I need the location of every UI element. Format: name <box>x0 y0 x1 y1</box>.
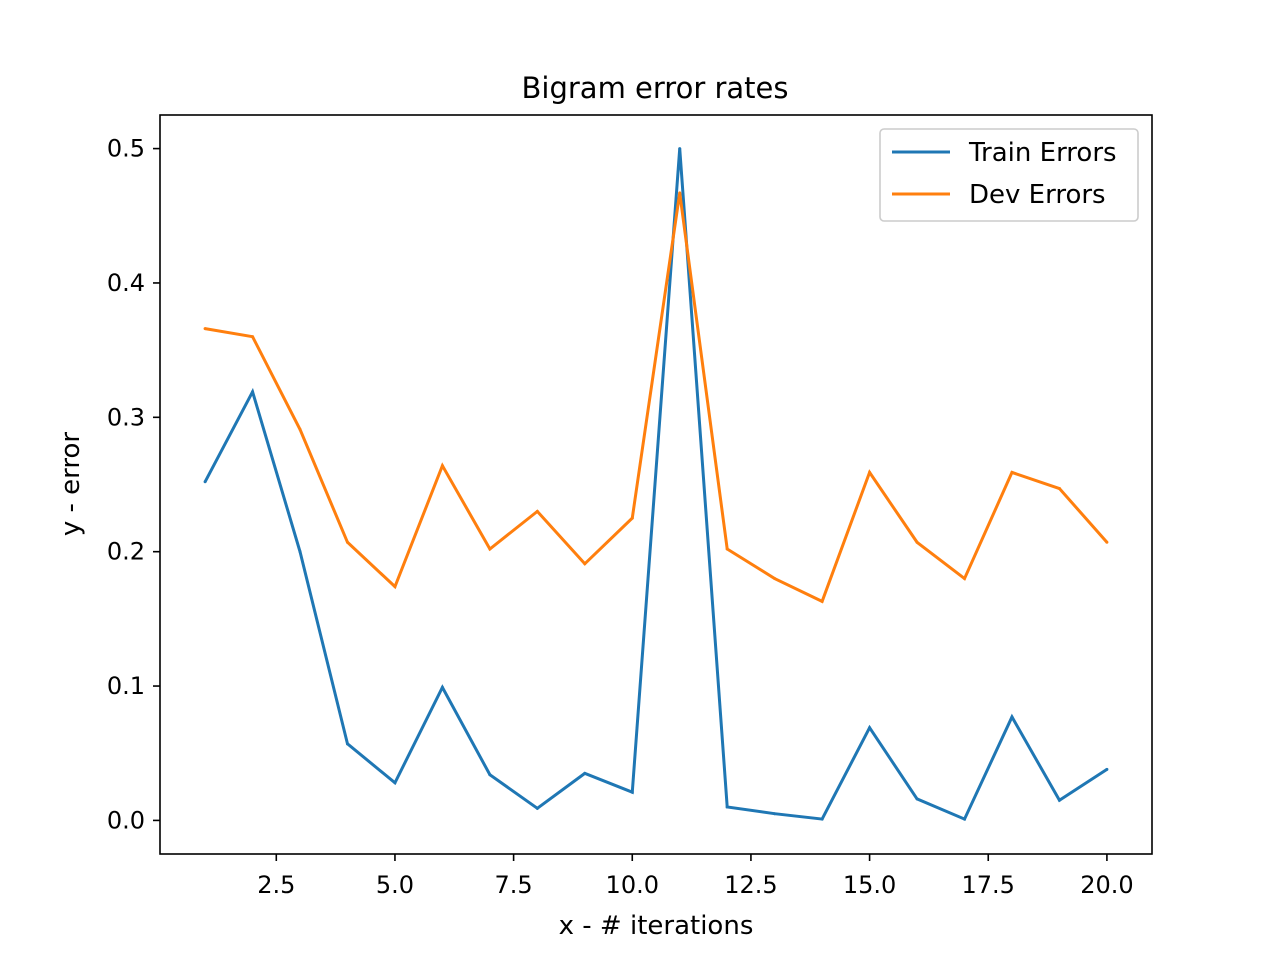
data-point-train-errors-9 <box>583 771 587 775</box>
series-line-train-errors <box>203 148 1108 822</box>
chart-title: Bigram error rates <box>522 71 789 105</box>
data-point-dev-errors-1 <box>203 327 207 331</box>
data-point-train-errors-20 <box>1105 767 1109 771</box>
y-tick-label: 0.3 <box>107 403 145 431</box>
data-point-dev-errors-4 <box>345 540 349 544</box>
data-point-train-errors-15 <box>868 726 872 730</box>
data-point-dev-errors-7 <box>488 547 492 551</box>
y-tick-label: 0.2 <box>107 538 145 566</box>
y-tick-label: 0.4 <box>107 269 145 297</box>
data-point-train-errors-13 <box>773 812 777 816</box>
x-tick-label: 5.0 <box>376 871 414 899</box>
data-point-dev-errors-10 <box>630 516 634 520</box>
data-point-train-errors-4 <box>345 742 349 746</box>
data-point-train-errors-7 <box>488 773 492 777</box>
x-tick-label: 7.5 <box>495 871 533 899</box>
data-point-train-errors-2 <box>251 390 255 394</box>
x-tick-label: 17.5 <box>962 871 1015 899</box>
data-point-dev-errors-12 <box>725 547 729 551</box>
x-tick-label: 10.0 <box>606 871 659 899</box>
series-layer <box>203 147 1109 822</box>
legend-label-dev-errors: Dev Errors <box>969 180 1106 210</box>
data-point-train-errors-3 <box>298 550 302 554</box>
data-point-train-errors-8 <box>535 806 539 810</box>
y-axis-ticks: 0.0 0.1 0.2 0.3 0.4 0.5 <box>107 135 160 834</box>
series-line-dev-errors <box>204 192 1109 604</box>
y-tick-label: 0.5 <box>107 135 145 163</box>
data-point-train-errors-10 <box>630 790 634 794</box>
data-point-dev-errors-2 <box>251 335 255 339</box>
x-tick-label: 2.5 <box>257 871 295 899</box>
legend: Train Errors Dev Errors <box>879 128 1139 222</box>
data-point-dev-errors-9 <box>583 562 587 566</box>
y-tick-label: 0.0 <box>107 806 145 834</box>
x-tick-label: 12.5 <box>724 871 777 899</box>
data-point-dev-errors-13 <box>773 577 777 581</box>
x-tick-label: 20.0 <box>1080 871 1133 899</box>
data-point-train-errors-19 <box>1057 798 1061 802</box>
data-point-train-errors-17 <box>963 817 967 821</box>
data-point-dev-errors-16 <box>915 540 919 544</box>
data-point-train-errors-11 <box>678 147 682 151</box>
data-point-dev-errors-11 <box>678 191 682 195</box>
x-tick-label: 15.0 <box>843 871 896 899</box>
x-axis-ticks: 2.5 5.0 7.5 10.0 12.5 15.0 17.5 20.0 <box>257 854 1134 899</box>
data-point-dev-errors-14 <box>820 599 824 603</box>
data-point-train-errors-18 <box>1010 715 1014 719</box>
plot-frame <box>159 114 1153 855</box>
data-point-dev-errors-8 <box>535 509 539 513</box>
data-point-train-errors-12 <box>725 805 729 809</box>
legend-label-train-errors: Train Errors <box>968 138 1117 168</box>
data-point-dev-errors-17 <box>963 577 967 581</box>
data-point-train-errors-5 <box>393 781 397 785</box>
data-point-train-errors-14 <box>820 817 824 821</box>
data-point-dev-errors-6 <box>440 464 444 468</box>
data-point-dev-errors-5 <box>393 585 397 589</box>
data-point-dev-errors-15 <box>868 470 872 474</box>
data-point-train-errors-6 <box>440 685 444 689</box>
data-point-dev-errors-20 <box>1105 540 1109 544</box>
data-point-train-errors-1 <box>203 480 207 484</box>
data-point-dev-errors-19 <box>1057 487 1061 491</box>
data-point-dev-errors-3 <box>298 427 302 431</box>
y-axis-label: y - error <box>56 432 86 537</box>
data-point-train-errors-16 <box>915 797 919 801</box>
y-tick-label: 0.1 <box>107 672 145 700</box>
x-axis-label: x - # iterations <box>559 911 754 941</box>
data-point-dev-errors-18 <box>1010 470 1014 474</box>
